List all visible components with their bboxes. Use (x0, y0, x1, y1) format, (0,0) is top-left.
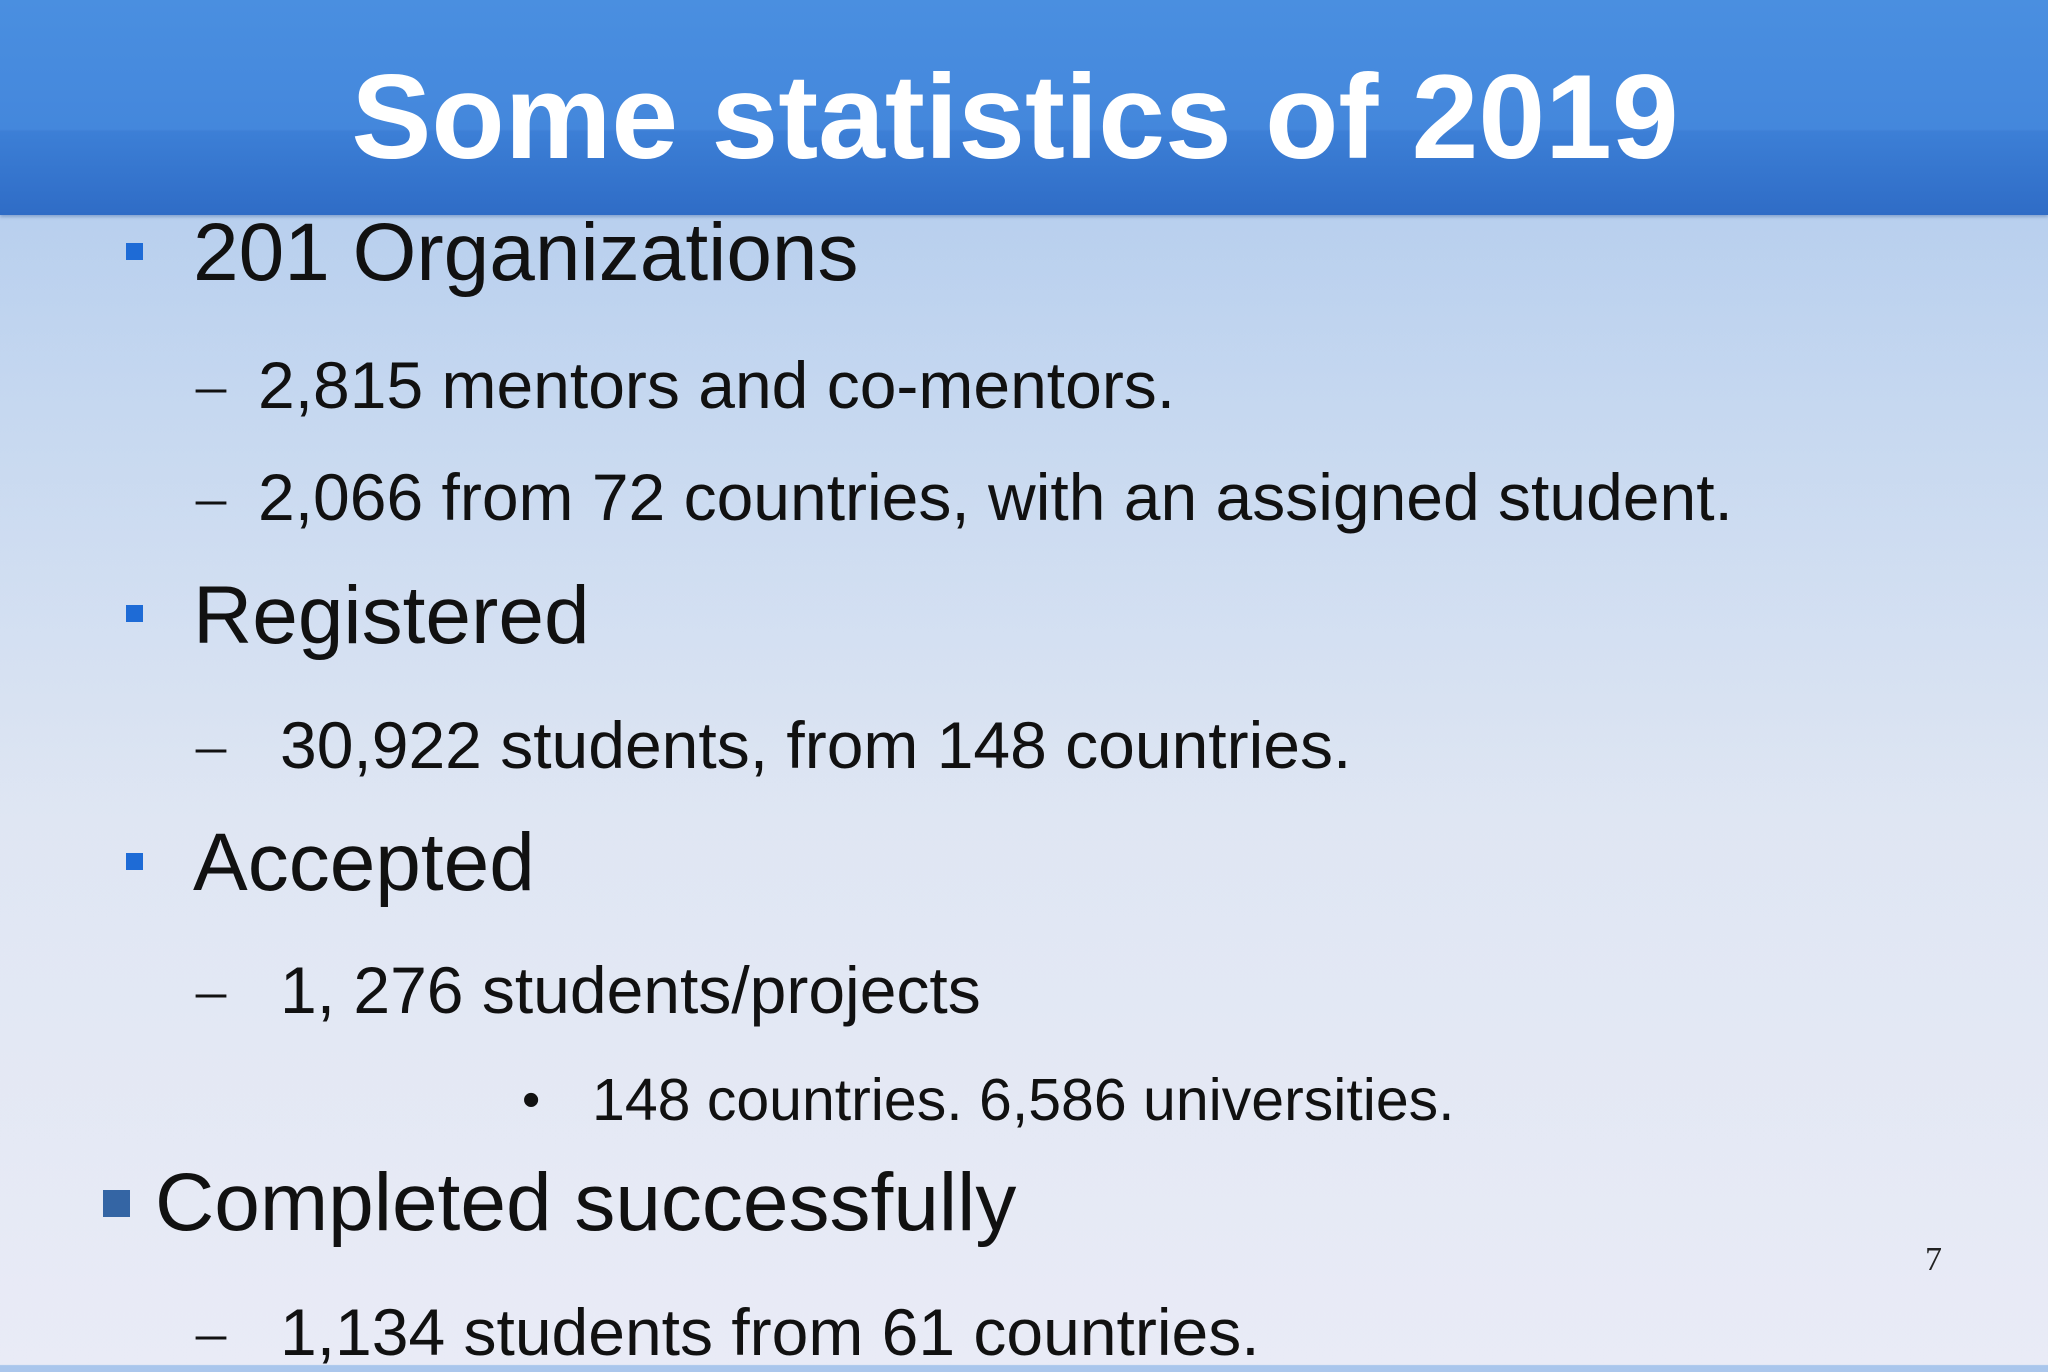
title-bar-band (0, 132, 2048, 215)
item-mentors-countries: 2,066 from 72 countries, with an assigne… (258, 460, 1733, 534)
item-completed: Completed successfully (155, 1157, 1017, 1248)
dash-bullet-icon: – (196, 712, 226, 778)
item-mentors: 2,815 mentors and co-mentors. (258, 348, 1176, 422)
item-accepted-universities: 148 countries. 6,586 universities. (592, 1067, 1455, 1133)
item-organizations: 201 Organizations (193, 207, 859, 298)
item-registered-students: 30,922 students, from 148 countries. (280, 708, 1352, 782)
item-registered: Registered (193, 570, 590, 661)
item-accepted: Accepted (193, 817, 535, 908)
title-bar (0, 0, 2048, 215)
square-bullet-icon (126, 243, 143, 260)
dash-bullet-icon: – (196, 957, 226, 1023)
slide-title: Some statistics of 2019 (351, 50, 1679, 184)
square-bullet-icon (126, 605, 143, 622)
dot-bullet-icon: • (522, 1071, 541, 1129)
square-bullet-icon (126, 853, 143, 870)
dash-bullet-icon: – (196, 1299, 226, 1365)
dash-bullet-icon: – (196, 352, 226, 418)
item-completed-students: 1,134 students from 61 countries. (280, 1295, 1260, 1369)
square-bullet-icon (103, 1190, 130, 1217)
page-number: 7 (1925, 1241, 1942, 1278)
item-accepted-students: 1, 276 students/projects (280, 953, 981, 1027)
dash-bullet-icon: – (196, 464, 226, 530)
